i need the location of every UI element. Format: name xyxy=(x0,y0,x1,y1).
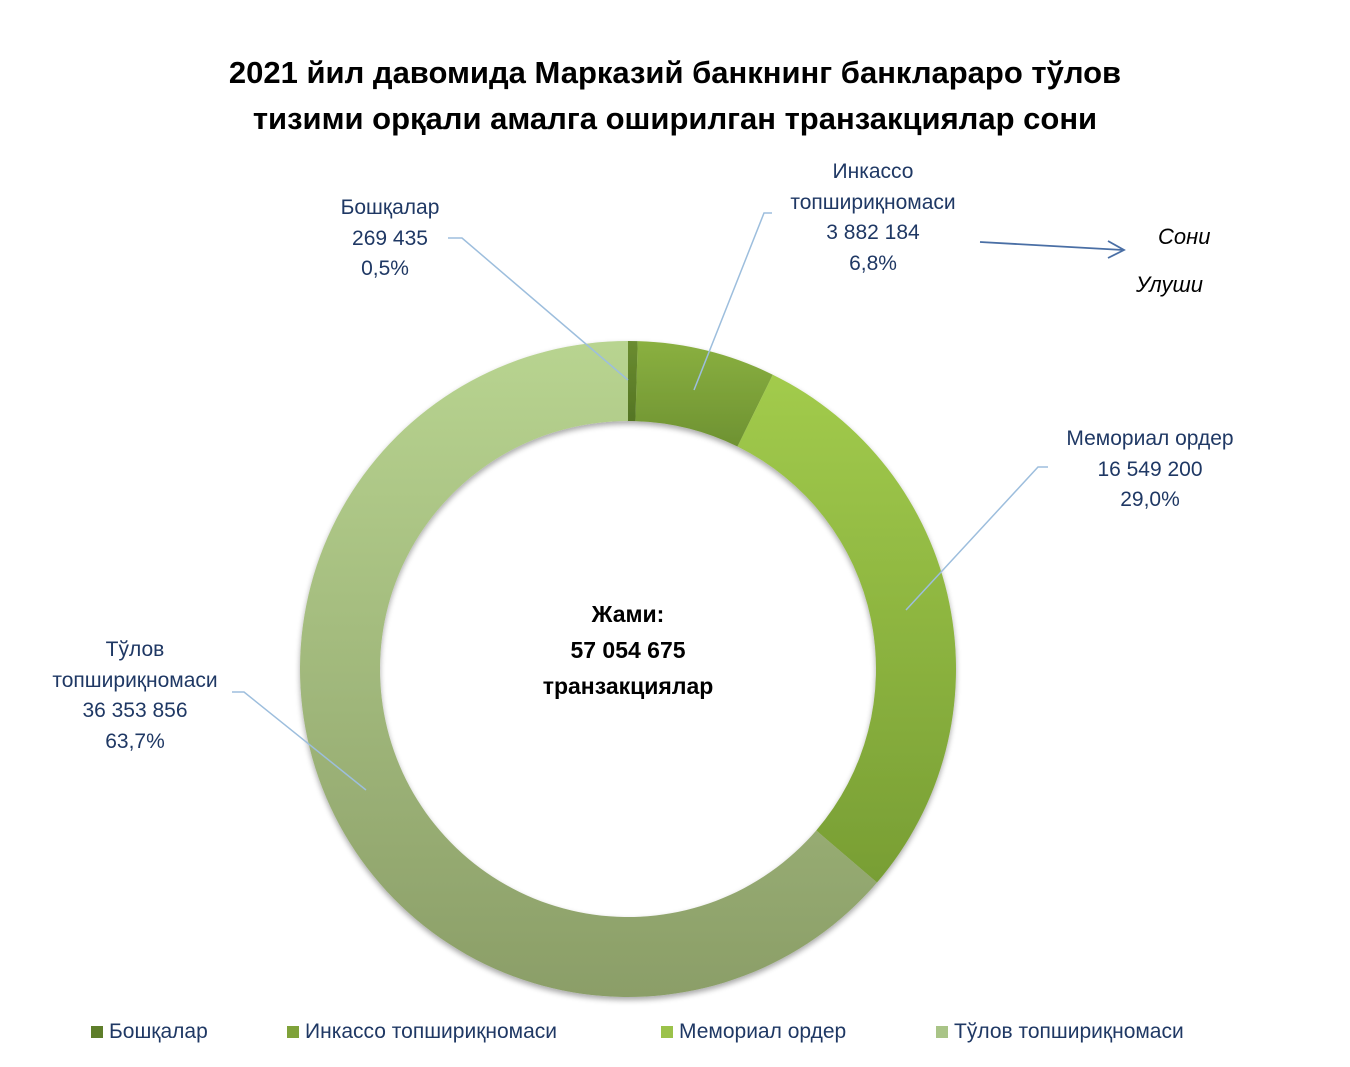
leader-line-memorial xyxy=(905,466,1048,611)
label-boshqalar-pct: 0,5% xyxy=(361,257,409,280)
label-tulov-name-1: Тўлов xyxy=(105,638,165,661)
legend-item-inkasso: Инкассо топшириқномаси xyxy=(287,1020,557,1044)
label-inkasso-value: 3 882 184 xyxy=(826,221,920,244)
legend-item-boshqalar: Бошқалар xyxy=(91,1020,208,1044)
legend-label: Инкассо топшириқномаси xyxy=(305,1020,557,1043)
leader-line-tulov xyxy=(232,691,367,791)
leader-line-inkasso xyxy=(693,212,772,391)
label-boshqalar-value: 269 435 xyxy=(352,226,428,250)
label-memorial-value: 16 549 200 xyxy=(1097,457,1203,481)
legend-swatch-icon xyxy=(661,1026,673,1038)
label-tulov-value: 36 353 856 xyxy=(82,699,188,722)
legend-item-memorial: Мемориал ордер xyxy=(661,1020,846,1044)
label-inkasso-pct: 6,8% xyxy=(849,251,897,275)
label-memorial-name: Мемориал ордер xyxy=(1066,427,1234,450)
annotation-count: Сони xyxy=(1158,224,1211,249)
leader-line-boshqalar xyxy=(448,237,629,381)
annotation-share: Улуши xyxy=(1136,272,1203,297)
legend-label: Мемориал ордер xyxy=(679,1020,847,1043)
label-boshqalar: Бошқалар 269 435 0,5% xyxy=(300,193,480,285)
label-tulov: Тўлов топшириқномаси 36 353 856 63,7% xyxy=(25,635,245,757)
legend-swatch-icon xyxy=(936,1026,948,1038)
chart-title-line-2: тизими орқали амалга оширилган транзакци… xyxy=(252,101,1098,136)
chart-title: 2021 йил давомида Марказий банкнинг банк… xyxy=(0,50,1350,142)
center-label: Жами: xyxy=(591,601,665,627)
donut-center-total: Жами: 57 054 675 транзакциялар xyxy=(478,596,778,704)
center-total-value: 57 054 675 xyxy=(570,637,686,663)
label-memorial: Мемориал ордер 16 549 200 29,0% xyxy=(1040,424,1260,516)
segment-tulov xyxy=(299,340,877,997)
label-tulov-name-2: топшириқномаси xyxy=(52,668,218,692)
label-inkasso-name-2: топшириқномаси xyxy=(790,190,956,214)
legend-label: Бошқалар xyxy=(109,1020,208,1043)
label-inkasso-name-1: Инкассо xyxy=(832,160,914,183)
legend-swatch-icon xyxy=(287,1026,299,1038)
label-inkasso: Инкассо топшириқномаси 3 882 184 6,8% xyxy=(763,157,983,279)
legend-swatch-icon xyxy=(91,1026,103,1038)
label-tulov-pct: 63,7% xyxy=(105,729,165,753)
label-memorial-pct: 29,0% xyxy=(1120,488,1180,511)
chart-title-line-1: 2021 йил давомида Марказий банкнинг банк… xyxy=(228,55,1122,90)
label-boshqalar-name: Бошқалар xyxy=(340,196,440,219)
center-unit: транзакциялар xyxy=(542,673,714,699)
segment-memorial xyxy=(737,374,956,883)
leader-lines xyxy=(232,212,1048,791)
legend-item-tulov: Тўлов топшириқномаси xyxy=(936,1020,1184,1044)
chart-legend: Бошқалар Инкассо топшириқномаси Мемориал… xyxy=(0,1020,1350,1050)
legend-label: Тўлов топшириқномаси xyxy=(954,1020,1184,1043)
donut-segments xyxy=(299,340,956,997)
annotation-arrow-icon xyxy=(979,240,1126,259)
segment-inkasso xyxy=(635,341,773,447)
segment-boshqalar xyxy=(628,341,638,422)
